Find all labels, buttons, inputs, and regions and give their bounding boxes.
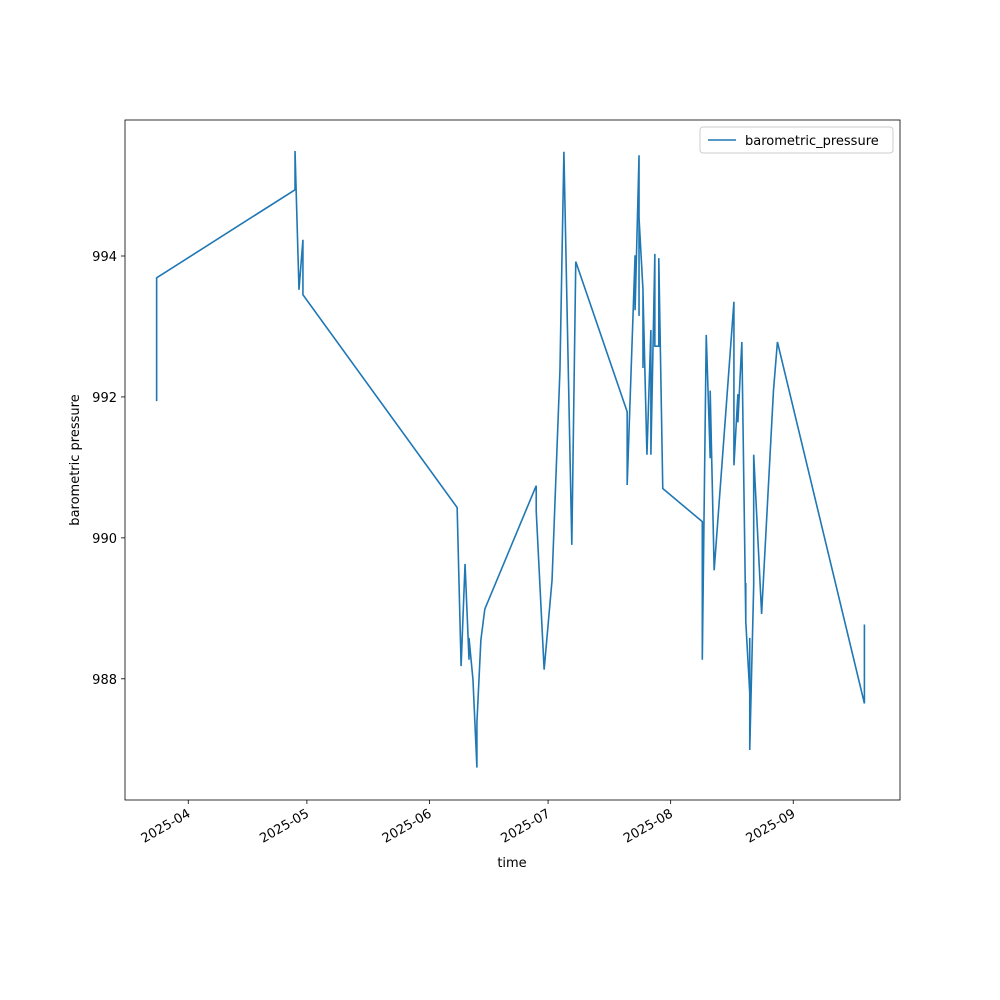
y-tick-label: 992 [92,391,117,406]
y-tick-label: 994 [92,250,117,265]
y-tick-label: 990 [92,532,117,547]
x-tick-label: 2025-04 [139,806,194,846]
x-tick-label: 2025-08 [621,806,676,846]
y-tick-label: 988 [92,673,117,688]
x-axis-label: time [497,856,526,871]
x-tick-label: 2025-07 [499,806,554,846]
data-line [155,150,866,768]
legend-label: barometric_pressure [745,134,879,149]
x-tick-label: 2025-05 [257,806,312,846]
plot-frame [124,119,901,801]
x-tick-label: 2025-09 [744,806,799,846]
x-tick-label: 2025-06 [380,806,435,846]
y-axis-label: barometric pressure [68,394,83,525]
legend-box [699,126,894,154]
